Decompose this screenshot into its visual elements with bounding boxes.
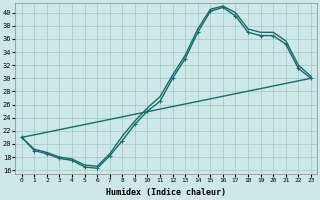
X-axis label: Humidex (Indice chaleur): Humidex (Indice chaleur) — [106, 188, 226, 197]
